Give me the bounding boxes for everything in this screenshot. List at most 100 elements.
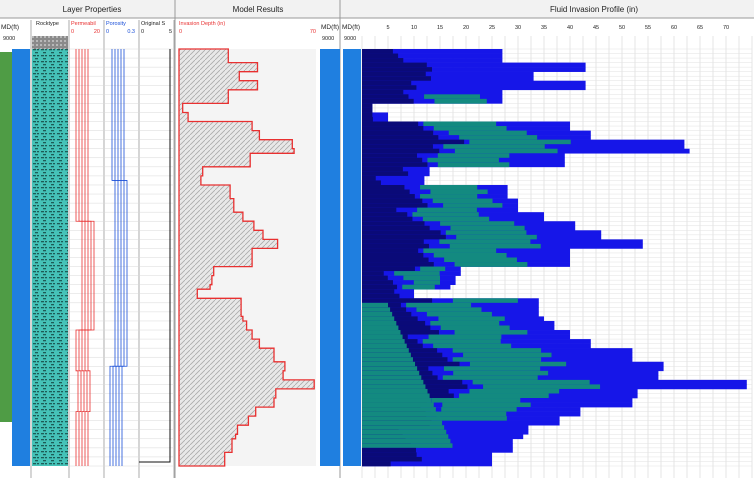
- perm-scale-max: 20: [94, 29, 100, 35]
- invasion-teal-zone: [430, 411, 507, 417]
- invasion-inner-zone: [362, 243, 429, 249]
- invasion-bar: [362, 89, 503, 95]
- invasion-teal-core: [362, 379, 424, 385]
- invasion-teal-core: [362, 375, 422, 381]
- invasion-inner-zone: [362, 171, 409, 177]
- invasion-inner-zone: [362, 456, 422, 462]
- invasion-depth-track: [178, 48, 316, 467]
- invasion-inner-zone: [362, 207, 397, 213]
- invasion-inner-zone: [362, 153, 418, 159]
- invasion-x-tick-label: 35: [541, 25, 547, 31]
- invasion-inner-zone: [362, 289, 395, 295]
- invasion-teal-zone: [454, 330, 528, 335]
- md-header-1: MD(ft): [1, 24, 19, 31]
- invasion-teal-core: [362, 325, 399, 331]
- invasion-teal-zone: [427, 157, 499, 163]
- invasion-teal-zone: [434, 98, 487, 104]
- invasion-teal-zone: [424, 94, 480, 100]
- invasion-teal-zone: [450, 225, 525, 231]
- invasion-bar: [362, 76, 534, 82]
- invasion-inner-zone: [362, 293, 400, 299]
- invasion-teal-core: [362, 370, 420, 376]
- invasion-teal-zone: [454, 262, 528, 267]
- invasion-teal-zone: [423, 121, 497, 127]
- md-header-3: MD(ft): [342, 24, 360, 31]
- invasion-teal-zone: [422, 339, 501, 344]
- invasion-teal-zone: [443, 366, 541, 372]
- invasion-bar: [362, 180, 425, 186]
- permeability-line: [81, 49, 89, 466]
- invasion-inner-zone: [362, 162, 428, 168]
- invasion-teal-zone: [443, 144, 545, 150]
- invasion-inner-zone: [362, 234, 446, 240]
- invasion-teal-zone: [454, 148, 558, 154]
- invasion-bar: [362, 112, 388, 118]
- invasion-inner-zone: [362, 447, 416, 453]
- invasion-bar: [362, 461, 492, 467]
- invasion-inner-zone: [362, 194, 415, 199]
- invasion-teal-core: [362, 311, 393, 317]
- invasion-teal-zone: [431, 398, 521, 403]
- invasion-bar: [362, 456, 492, 462]
- invasion-inner-zone: [362, 98, 414, 104]
- invasion-teal-zone: [412, 212, 479, 218]
- porosity-line: [115, 49, 122, 466]
- original-header: Original S: [141, 21, 165, 27]
- invasion-inner-zone: [362, 80, 412, 86]
- invasion-teal-core: [362, 357, 413, 363]
- invasion-teal-core: [362, 438, 451, 444]
- invasion-bar: [362, 420, 560, 426]
- invasion-teal-zone: [413, 280, 440, 285]
- invasion-teal-core: [362, 302, 388, 308]
- invasion-teal-core: [362, 348, 409, 353]
- panel-title-fluid-invasion: Fluid Invasion Profile (in): [550, 5, 638, 14]
- invasion-x-tick-label: 65: [697, 25, 703, 31]
- invasion-teal-zone: [430, 189, 488, 195]
- rocktype-column: [32, 49, 68, 466]
- invasion-bar: [362, 80, 586, 86]
- poro-scale-max: 0.3: [127, 29, 135, 35]
- invasion-inner-zone: [362, 148, 440, 154]
- invasion-teal-zone: [456, 234, 537, 240]
- invasion-bar: [362, 425, 529, 431]
- invasion-bar: [362, 280, 456, 285]
- invasion-inner-zone: [362, 89, 404, 95]
- invasion-bar: [362, 85, 586, 91]
- rock-top-cap: [32, 36, 68, 49]
- invasion-profile-bars: [362, 49, 747, 467]
- invasion-teal-core: [362, 393, 430, 399]
- invasion-teal-zone: [463, 352, 552, 358]
- invasion-inner-zone: [362, 266, 415, 272]
- invasion-teal-zone: [417, 207, 477, 213]
- invasion-x-tick-label: 10: [411, 25, 417, 31]
- invasion-teal-core: [362, 398, 432, 403]
- invasion-inner-zone: [362, 284, 398, 290]
- invasion-teal-zone: [406, 302, 472, 308]
- orig-scale-min: 0: [141, 29, 144, 35]
- invasion-teal-zone: [483, 384, 601, 390]
- invasion-teal-core: [362, 443, 453, 449]
- invasion-inner-zone: [362, 257, 429, 263]
- porosity-line: [118, 49, 125, 466]
- invasion-teal-core: [362, 352, 411, 358]
- invasion-inner-zone: [362, 275, 388, 281]
- invasion-bar: [362, 175, 425, 181]
- invasion-inner-zone: [362, 126, 424, 131]
- invasion-bar: [362, 452, 492, 458]
- invasion-teal-zone: [430, 320, 500, 326]
- invasion-teal-core: [362, 330, 401, 335]
- invasion-x-axis: 5 10 15 20 25 30 35 40 45 50 55 60 65 70: [386, 25, 729, 31]
- invasion-inner-zone: [362, 103, 373, 109]
- invasion-inner-zone: [362, 248, 419, 254]
- invasion-inner-zone: [362, 166, 403, 172]
- invasion-teal-zone: [438, 316, 505, 322]
- invasion-bar: [362, 447, 513, 453]
- invasion-teal-core: [362, 334, 403, 340]
- invasion-teal-zone: [441, 407, 517, 412]
- invasion-teal-zone: [416, 307, 482, 313]
- invasion-x-tick-label: 5: [386, 25, 389, 31]
- invasion-bar: [362, 49, 503, 54]
- invasion-teal-zone: [448, 130, 527, 136]
- invasion-teal-core: [362, 429, 447, 435]
- invasion-inner-zone: [362, 461, 391, 467]
